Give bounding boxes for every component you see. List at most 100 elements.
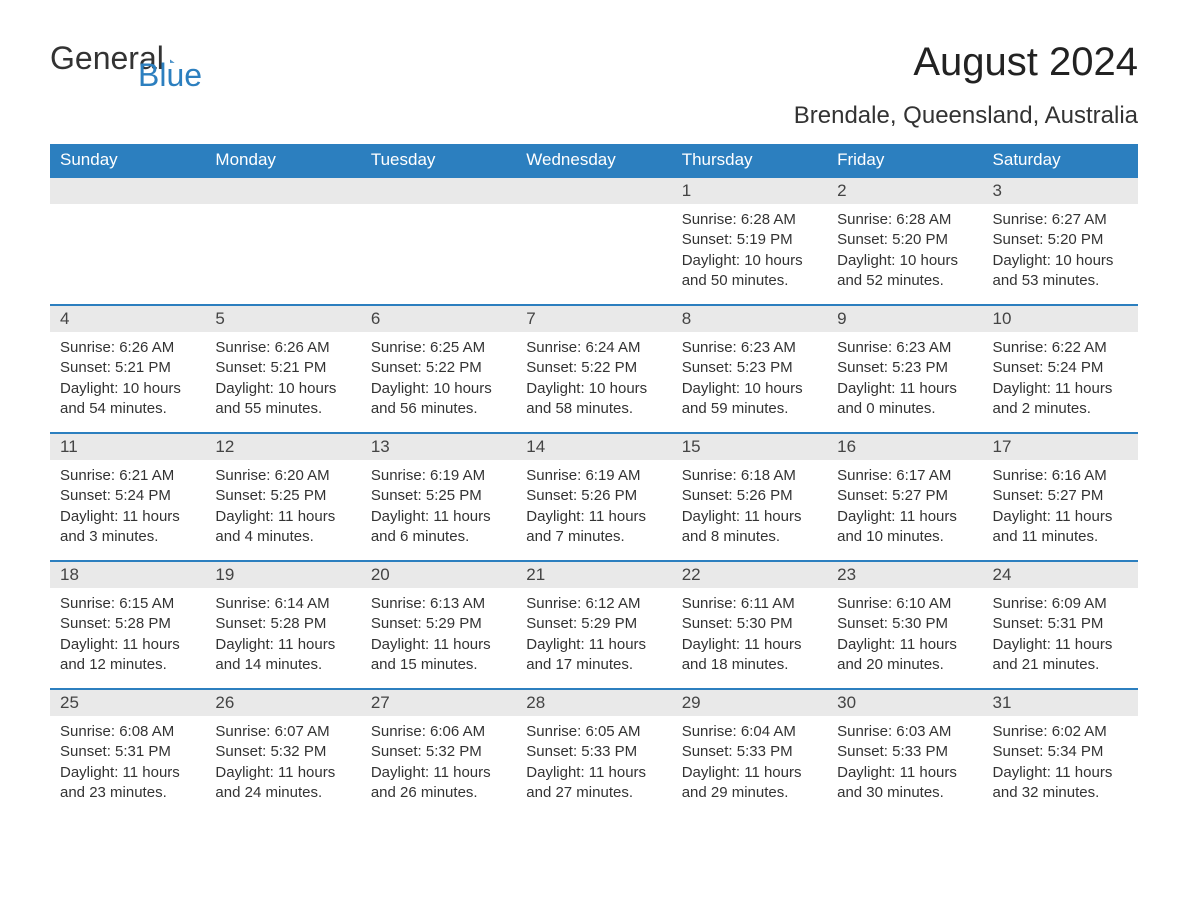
logo-text-blue: Blue <box>138 57 202 94</box>
week-row: 1Sunrise: 6:28 AMSunset: 5:19 PMDaylight… <box>50 177 1138 305</box>
daylight-text: Daylight: 10 hours and 56 minutes. <box>371 379 506 420</box>
day-number: 4 <box>50 306 205 332</box>
sunset-text: Sunset: 5:24 PM <box>993 358 1128 378</box>
day-number: 7 <box>516 306 671 332</box>
sunrise-text: Sunrise: 6:27 AM <box>993 210 1128 230</box>
sunrise-text: Sunrise: 6:13 AM <box>371 594 506 614</box>
day-body: Sunrise: 6:23 AMSunset: 5:23 PMDaylight:… <box>827 332 982 429</box>
sunrise-text: Sunrise: 6:03 AM <box>837 722 972 742</box>
calendar-body: 1Sunrise: 6:28 AMSunset: 5:19 PMDaylight… <box>50 177 1138 817</box>
sunset-text: Sunset: 5:20 PM <box>837 230 972 250</box>
day-body: Sunrise: 6:23 AMSunset: 5:23 PMDaylight:… <box>672 332 827 429</box>
sunrise-text: Sunrise: 6:15 AM <box>60 594 195 614</box>
sunset-text: Sunset: 5:27 PM <box>837 486 972 506</box>
day-cell: 22Sunrise: 6:11 AMSunset: 5:30 PMDayligh… <box>672 561 827 689</box>
sunset-text: Sunset: 5:29 PM <box>526 614 661 634</box>
day-cell: 19Sunrise: 6:14 AMSunset: 5:28 PMDayligh… <box>205 561 360 689</box>
day-number: 19 <box>205 562 360 588</box>
sunset-text: Sunset: 5:29 PM <box>371 614 506 634</box>
day-number: 22 <box>672 562 827 588</box>
sunrise-text: Sunrise: 6:25 AM <box>371 338 506 358</box>
sunrise-text: Sunrise: 6:07 AM <box>215 722 350 742</box>
sunrise-text: Sunrise: 6:18 AM <box>682 466 817 486</box>
day-body: Sunrise: 6:15 AMSunset: 5:28 PMDaylight:… <box>50 588 205 685</box>
day-number-empty <box>205 178 360 204</box>
day-body: Sunrise: 6:13 AMSunset: 5:29 PMDaylight:… <box>361 588 516 685</box>
day-number: 24 <box>983 562 1138 588</box>
sunrise-text: Sunrise: 6:22 AM <box>993 338 1128 358</box>
sunrise-text: Sunrise: 6:23 AM <box>837 338 972 358</box>
daylight-text: Daylight: 11 hours and 27 minutes. <box>526 763 661 804</box>
daylight-text: Daylight: 11 hours and 14 minutes. <box>215 635 350 676</box>
day-body: Sunrise: 6:10 AMSunset: 5:30 PMDaylight:… <box>827 588 982 685</box>
week-row: 25Sunrise: 6:08 AMSunset: 5:31 PMDayligh… <box>50 689 1138 817</box>
sunset-text: Sunset: 5:21 PM <box>60 358 195 378</box>
day-number: 28 <box>516 690 671 716</box>
daylight-text: Daylight: 11 hours and 20 minutes. <box>837 635 972 676</box>
day-body: Sunrise: 6:12 AMSunset: 5:29 PMDaylight:… <box>516 588 671 685</box>
sunset-text: Sunset: 5:30 PM <box>682 614 817 634</box>
day-body: Sunrise: 6:18 AMSunset: 5:26 PMDaylight:… <box>672 460 827 557</box>
sunset-text: Sunset: 5:25 PM <box>215 486 350 506</box>
daylight-text: Daylight: 10 hours and 58 minutes. <box>526 379 661 420</box>
daylight-text: Daylight: 11 hours and 15 minutes. <box>371 635 506 676</box>
day-number: 27 <box>361 690 516 716</box>
day-number: 16 <box>827 434 982 460</box>
sunrise-text: Sunrise: 6:17 AM <box>837 466 972 486</box>
day-cell: 18Sunrise: 6:15 AMSunset: 5:28 PMDayligh… <box>50 561 205 689</box>
day-body: Sunrise: 6:17 AMSunset: 5:27 PMDaylight:… <box>827 460 982 557</box>
day-cell: 8Sunrise: 6:23 AMSunset: 5:23 PMDaylight… <box>672 305 827 433</box>
day-body: Sunrise: 6:11 AMSunset: 5:30 PMDaylight:… <box>672 588 827 685</box>
sunset-text: Sunset: 5:27 PM <box>993 486 1128 506</box>
day-cell: 11Sunrise: 6:21 AMSunset: 5:24 PMDayligh… <box>50 433 205 561</box>
sunrise-text: Sunrise: 6:11 AM <box>682 594 817 614</box>
week-row: 18Sunrise: 6:15 AMSunset: 5:28 PMDayligh… <box>50 561 1138 689</box>
sunset-text: Sunset: 5:23 PM <box>682 358 817 378</box>
month-title: August 2024 <box>913 40 1138 85</box>
day-number-empty <box>50 178 205 204</box>
day-body: Sunrise: 6:09 AMSunset: 5:31 PMDaylight:… <box>983 588 1138 685</box>
day-body: Sunrise: 6:19 AMSunset: 5:26 PMDaylight:… <box>516 460 671 557</box>
sunset-text: Sunset: 5:22 PM <box>371 358 506 378</box>
daylight-text: Daylight: 11 hours and 18 minutes. <box>682 635 817 676</box>
day-cell <box>50 177 205 305</box>
day-body: Sunrise: 6:08 AMSunset: 5:31 PMDaylight:… <box>50 716 205 813</box>
sunrise-text: Sunrise: 6:08 AM <box>60 722 195 742</box>
daylight-text: Daylight: 11 hours and 11 minutes. <box>993 507 1128 548</box>
day-cell: 6Sunrise: 6:25 AMSunset: 5:22 PMDaylight… <box>361 305 516 433</box>
day-number: 14 <box>516 434 671 460</box>
daylight-text: Daylight: 11 hours and 12 minutes. <box>60 635 195 676</box>
day-cell: 15Sunrise: 6:18 AMSunset: 5:26 PMDayligh… <box>672 433 827 561</box>
day-number-empty <box>361 178 516 204</box>
location: Brendale, Queensland, Australia <box>50 102 1138 130</box>
daylight-text: Daylight: 11 hours and 10 minutes. <box>837 507 972 548</box>
sunset-text: Sunset: 5:21 PM <box>215 358 350 378</box>
daylight-text: Daylight: 11 hours and 8 minutes. <box>682 507 817 548</box>
sunset-text: Sunset: 5:33 PM <box>837 742 972 762</box>
weekday-header: Monday <box>205 144 360 177</box>
day-number: 25 <box>50 690 205 716</box>
day-number: 6 <box>361 306 516 332</box>
day-body: Sunrise: 6:26 AMSunset: 5:21 PMDaylight:… <box>50 332 205 429</box>
day-cell: 30Sunrise: 6:03 AMSunset: 5:33 PMDayligh… <box>827 689 982 817</box>
day-number: 31 <box>983 690 1138 716</box>
sunset-text: Sunset: 5:26 PM <box>526 486 661 506</box>
daylight-text: Daylight: 11 hours and 17 minutes. <box>526 635 661 676</box>
day-cell: 3Sunrise: 6:27 AMSunset: 5:20 PMDaylight… <box>983 177 1138 305</box>
sunrise-text: Sunrise: 6:21 AM <box>60 466 195 486</box>
day-cell <box>516 177 671 305</box>
day-body: Sunrise: 6:03 AMSunset: 5:33 PMDaylight:… <box>827 716 982 813</box>
day-body: Sunrise: 6:27 AMSunset: 5:20 PMDaylight:… <box>983 204 1138 301</box>
weekday-header: Wednesday <box>516 144 671 177</box>
day-number: 2 <box>827 178 982 204</box>
sunset-text: Sunset: 5:24 PM <box>60 486 195 506</box>
sunrise-text: Sunrise: 6:24 AM <box>526 338 661 358</box>
day-number: 5 <box>205 306 360 332</box>
sunrise-text: Sunrise: 6:14 AM <box>215 594 350 614</box>
daylight-text: Daylight: 11 hours and 3 minutes. <box>60 507 195 548</box>
sunset-text: Sunset: 5:26 PM <box>682 486 817 506</box>
day-cell: 13Sunrise: 6:19 AMSunset: 5:25 PMDayligh… <box>361 433 516 561</box>
day-cell: 23Sunrise: 6:10 AMSunset: 5:30 PMDayligh… <box>827 561 982 689</box>
day-body: Sunrise: 6:04 AMSunset: 5:33 PMDaylight:… <box>672 716 827 813</box>
day-body: Sunrise: 6:25 AMSunset: 5:22 PMDaylight:… <box>361 332 516 429</box>
